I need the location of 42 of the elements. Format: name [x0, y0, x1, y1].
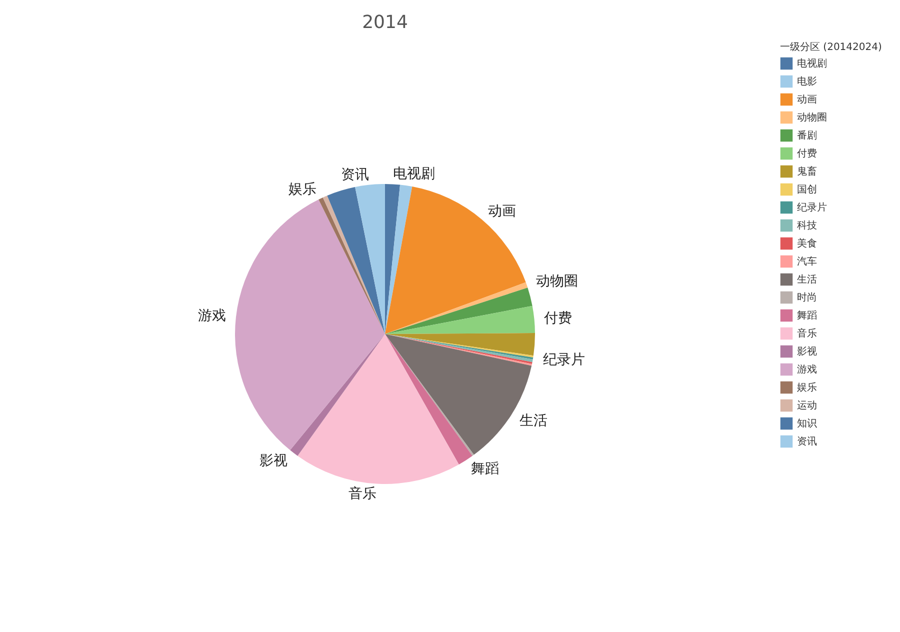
legend-label: 动画: [797, 94, 817, 106]
data-label: 付费: [543, 310, 572, 326]
legend-label: 番剧: [797, 130, 817, 142]
data-label: 音乐: [348, 486, 376, 502]
legend-label: 动物圈: [797, 112, 827, 124]
data-label: 动物圈: [536, 274, 578, 290]
pie-slice: [385, 306, 535, 334]
legend-label: 美食: [797, 238, 817, 250]
data-label: 纪录片: [542, 352, 585, 368]
legend-label: 纪录片: [797, 202, 827, 214]
legend-label: 电视剧: [797, 58, 827, 70]
legend-label: 影视: [797, 346, 817, 358]
chart-title: 2014: [362, 12, 408, 33]
pie-slice: [385, 334, 532, 455]
legend-label: 舞蹈: [797, 310, 817, 322]
data-label: 娱乐: [288, 181, 316, 198]
data-label: 游戏: [198, 308, 226, 324]
legend-label: 国创: [797, 184, 817, 196]
legend-label: 科技: [797, 220, 817, 232]
data-label: 影视: [260, 453, 288, 470]
pie-slice: [298, 334, 459, 484]
data-label: 电视剧: [393, 166, 436, 182]
legend-label: 音乐: [797, 328, 817, 340]
legend-label: 资讯: [797, 436, 817, 448]
legend-label: 付费: [797, 148, 817, 160]
data-label: 资讯: [340, 166, 369, 183]
data-label: 舞蹈: [471, 460, 500, 477]
legend-label: 知识: [797, 418, 817, 430]
legend-label: 电影: [797, 76, 817, 88]
pie-slice: [385, 186, 526, 334]
data-label: 生活: [519, 413, 548, 429]
legend-label: 鬼畜: [797, 166, 817, 178]
pie-slice: [235, 200, 385, 450]
legend-title: 一级分区 (20142024): [780, 41, 882, 53]
legend-label: 时尚: [797, 292, 817, 304]
legend-label: 生活: [797, 274, 817, 286]
legend-label: 娱乐: [797, 382, 817, 394]
legend-label: 游戏: [797, 364, 817, 376]
data-label: 动画: [488, 204, 516, 220]
legend-label: 运动: [797, 400, 817, 412]
legend-label: 汽车: [797, 256, 817, 268]
pie-slice: [290, 334, 385, 456]
